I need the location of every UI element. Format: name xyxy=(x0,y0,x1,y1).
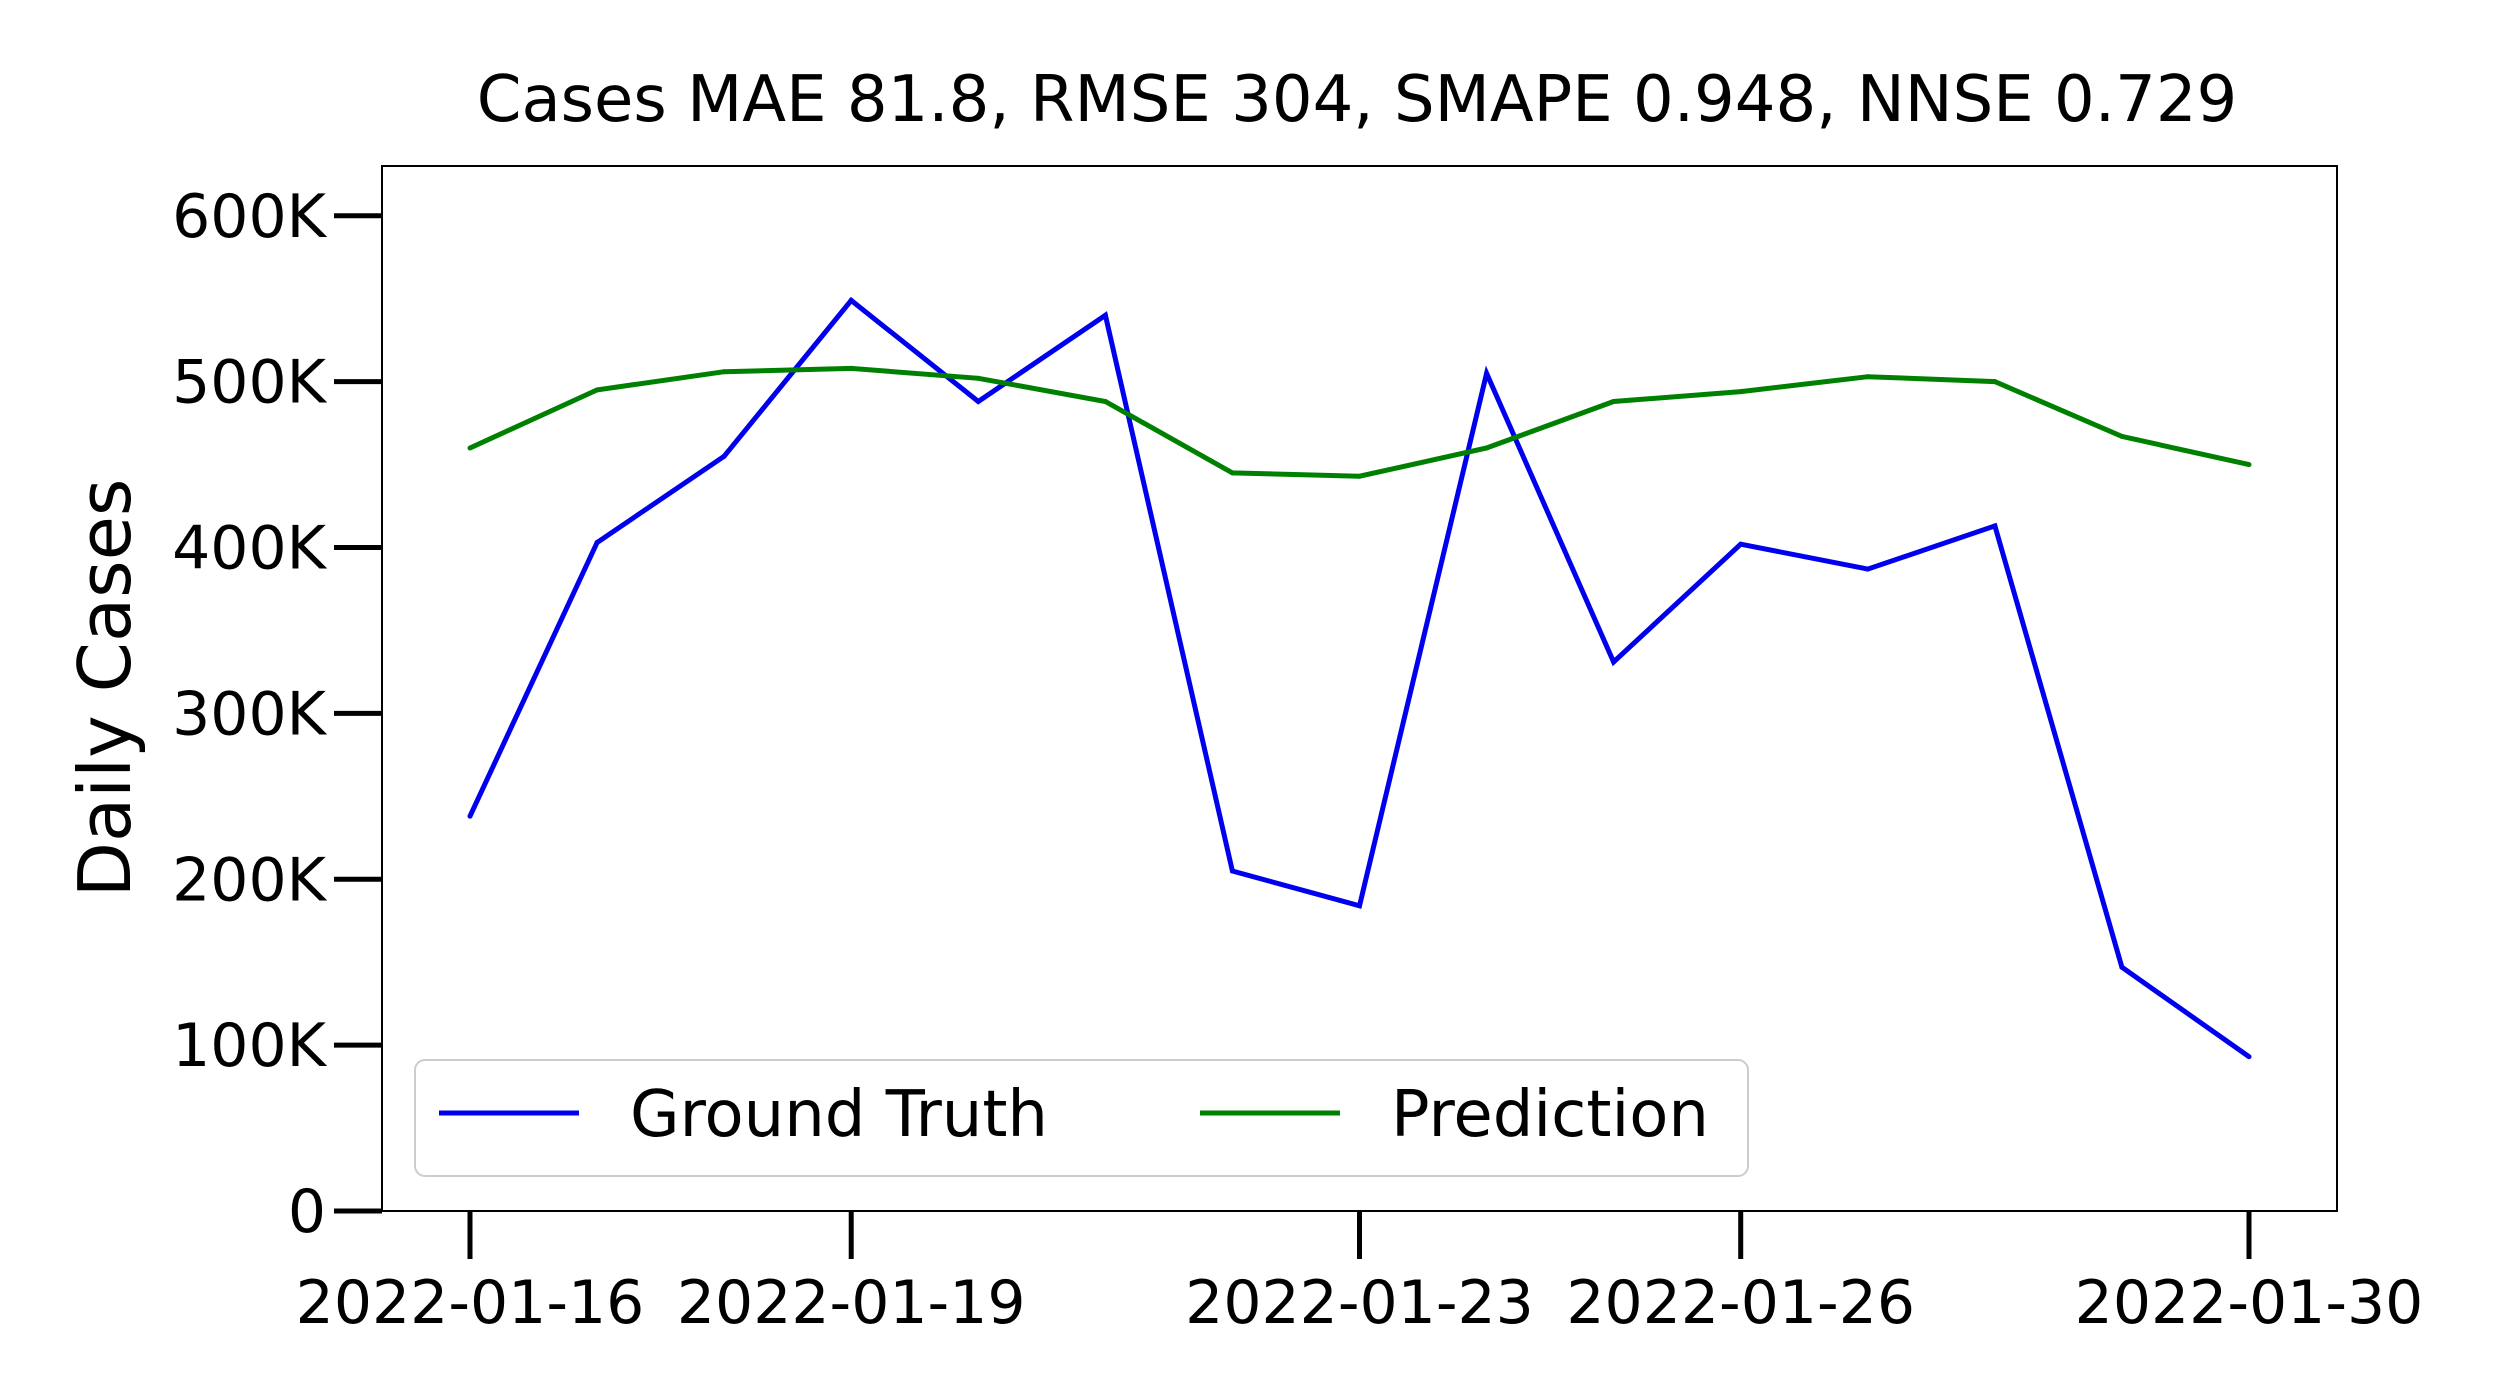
data-point-ground-truth xyxy=(721,453,727,459)
y-axis: 0 100K 200K 300K 400K 500K 600K xyxy=(172,182,382,1247)
data-point-ground-truth xyxy=(1611,659,1617,665)
data-point-prediction xyxy=(2246,462,2252,468)
x-axis: 2022-01-16 2022-01-19 2022-01-23 2022-01-26… xyxy=(296,1211,2424,1338)
data-point-prediction xyxy=(594,387,600,393)
data-point-prediction xyxy=(1357,473,1362,479)
data-point-prediction xyxy=(467,445,473,451)
y-tick-label: 500K xyxy=(172,348,328,418)
data-point-ground-truth xyxy=(1229,868,1235,874)
data-point-ground-truth xyxy=(1357,903,1362,909)
data-point-ground-truth xyxy=(1865,566,1871,572)
data-point-prediction xyxy=(2119,433,2125,439)
data-point-prediction xyxy=(1102,399,1108,404)
data-point-prediction xyxy=(1865,374,1871,380)
data-point-prediction xyxy=(1611,399,1617,404)
legend-label-ground-truth: Ground Truth xyxy=(630,1078,1048,1152)
data-point-prediction xyxy=(1229,470,1235,476)
data-point-ground-truth xyxy=(2119,964,2125,970)
data-point-ground-truth xyxy=(594,540,600,545)
data-point-prediction xyxy=(1738,389,1744,395)
x-tick-label: 2022-01-16 xyxy=(296,1268,645,1338)
y-tick-label: 200K xyxy=(172,845,328,915)
data-point-ground-truth xyxy=(1992,523,1998,529)
data-point-ground-truth xyxy=(1738,541,1744,547)
y-tick-label: 300K xyxy=(172,679,328,749)
data-point-prediction xyxy=(975,375,981,381)
data-point-prediction xyxy=(1992,379,1998,385)
y-axis-label: Daily Cases xyxy=(63,479,147,898)
data-point-ground-truth xyxy=(848,297,854,303)
data-point-prediction xyxy=(848,365,854,371)
data-point-ground-truth xyxy=(467,813,473,819)
data-point-prediction xyxy=(721,369,727,375)
chart-title: Cases MAE 81.8, RMSE 304, SMAPE 0.948, N… xyxy=(477,63,2238,137)
data-point-prediction xyxy=(1484,445,1490,451)
legend: Ground Truth Prediction xyxy=(414,1059,1749,1177)
x-tick-label: 2022-01-23 xyxy=(1185,1268,1534,1338)
legend-box xyxy=(414,1059,1749,1177)
y-tick-label: 600K xyxy=(172,182,328,252)
plot-area xyxy=(467,296,2252,1060)
x-tick-label: 2022-01-30 xyxy=(2075,1268,2424,1338)
data-point-ground-truth xyxy=(1102,312,1108,318)
data-point-ground-truth xyxy=(975,399,981,404)
data-point-ground-truth xyxy=(1484,370,1490,376)
data-point-ground-truth xyxy=(2246,1054,2252,1060)
x-tick-label: 2022-01-19 xyxy=(677,1268,1026,1338)
y-tick-label: 100K xyxy=(172,1011,328,1081)
y-tick-label: 400K xyxy=(172,514,328,584)
x-tick-label: 2022-01-26 xyxy=(1566,1268,1915,1338)
y-tick-label: 0 xyxy=(288,1177,326,1247)
legend-label-prediction: Prediction xyxy=(1391,1078,1709,1152)
